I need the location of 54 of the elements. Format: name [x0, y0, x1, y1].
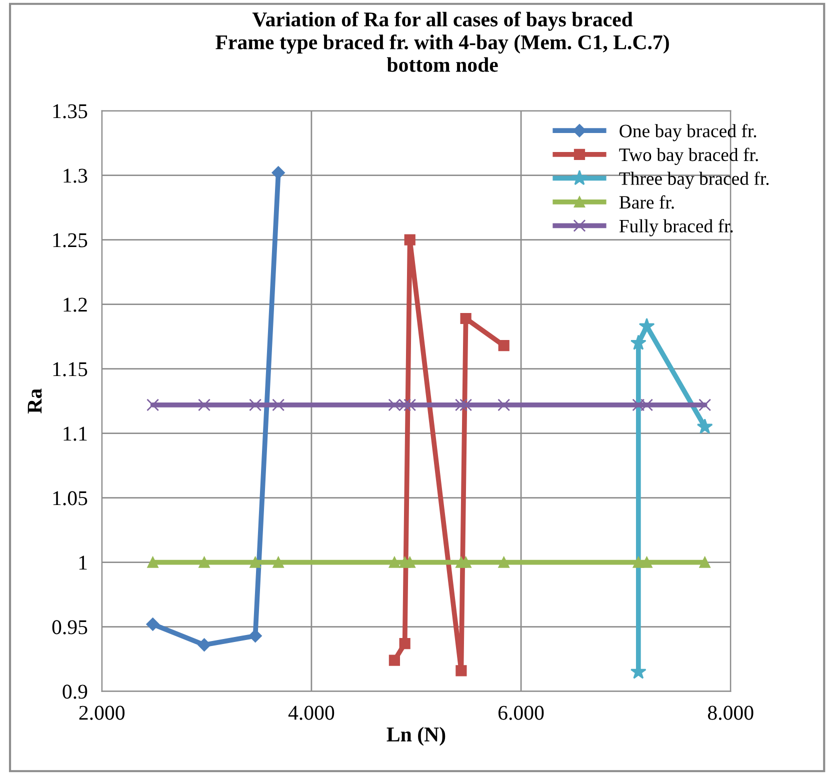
point	[248, 629, 262, 642]
point	[632, 556, 644, 568]
point	[388, 654, 400, 666]
x-tick-label: 4.000	[288, 706, 334, 720]
point	[198, 398, 211, 412]
y-tick-label: 1.15	[53, 362, 88, 376]
point	[698, 398, 712, 412]
point	[498, 340, 510, 352]
point	[198, 556, 210, 568]
y-tick-label: 1.25	[53, 233, 88, 248]
point	[699, 556, 710, 568]
point	[460, 312, 472, 324]
point	[249, 398, 262, 412]
y-tick-label: 1.35	[53, 104, 88, 118]
y-tick-label: 0.9	[62, 684, 88, 699]
y-tick-label: 1.05	[53, 491, 88, 506]
legend-label: One bay braced fr.	[620, 124, 756, 142]
point	[454, 398, 468, 412]
point	[399, 638, 410, 650]
chart-title: Variation of Ra for all cases of bays braced Frame type braced fr. with 4-bay (Mem. C1, L.C.7) bottom node	[216, 12, 669, 72]
point	[630, 334, 646, 350]
point	[460, 556, 472, 568]
point	[456, 665, 467, 676]
point	[404, 234, 416, 246]
y-axis-title: Ra	[28, 388, 42, 414]
x-tick-label: 6.000	[498, 706, 544, 720]
point	[146, 618, 160, 631]
legend-label: Fully braced fr.	[619, 219, 733, 236]
legend-label: Bare fr.	[619, 195, 674, 209]
y-tick-label: 1.2	[64, 298, 87, 312]
point	[641, 556, 652, 568]
legend-label: Two bay braced fr.	[619, 148, 758, 166]
point	[498, 398, 510, 412]
x-tick-label: 2.000	[79, 706, 125, 720]
y-tick-label: 0.95	[52, 620, 88, 634]
legend-label: Three bay braced fr.	[619, 172, 769, 189]
point	[696, 418, 713, 434]
point	[272, 166, 285, 180]
point	[460, 398, 472, 412]
point	[146, 398, 160, 412]
x-tick-label: 8.000	[708, 706, 754, 720]
point	[404, 398, 416, 412]
y-tick-label: 1.1	[64, 426, 87, 441]
point	[147, 556, 158, 568]
y-tick-label: 1	[79, 556, 87, 570]
point	[388, 556, 400, 568]
point	[272, 398, 285, 412]
point	[250, 556, 261, 568]
point	[498, 556, 510, 568]
point	[198, 638, 211, 652]
y-tick-label: 1.3	[64, 168, 88, 183]
x-axis-title: Ln (N)	[386, 726, 446, 746]
point	[272, 556, 284, 568]
point	[404, 556, 416, 568]
